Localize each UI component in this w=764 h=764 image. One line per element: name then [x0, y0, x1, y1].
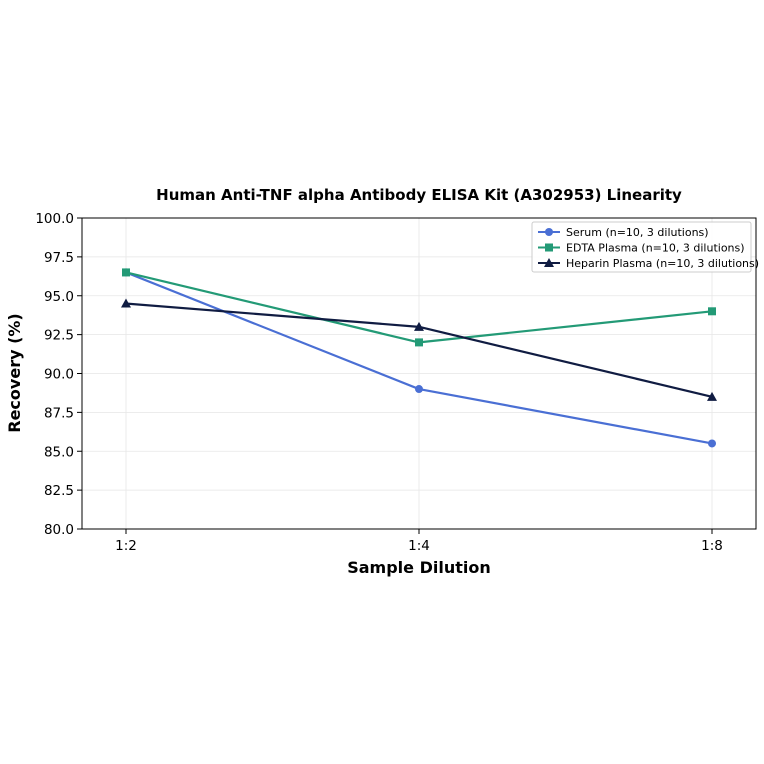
y-tick-label: 97.5 [44, 250, 74, 266]
x-axis-label: Sample Dilution [347, 558, 491, 577]
y-axis-label: Recovery (%) [5, 313, 24, 432]
series-2 [122, 268, 716, 347]
series-layer [121, 268, 717, 448]
data-point [415, 385, 423, 394]
data-point [414, 321, 424, 331]
legend-item: Heparin Plasma (n=10, 3 dilutions) [538, 257, 759, 270]
y-tick-label: 85.0 [44, 444, 74, 460]
y-tick-label: 87.5 [44, 405, 74, 421]
y-tick-label: 95.0 [44, 289, 74, 305]
x-tick-label: 1:2 [115, 538, 137, 554]
y-axis: 80.0 82.5 85.0 87.5 90.0 92.5 95.0 97.5 100.0 [35, 211, 82, 538]
y-tick-label: 92.5 [44, 328, 74, 344]
y-tick-label: 82.5 [44, 483, 74, 499]
chart-title: Human Anti-TNF alpha Antibody ELISA Kit … [156, 186, 682, 204]
legend: Serum (n=10, 3 dilutions) EDTA Plasma (n=… [531, 221, 759, 273]
legend-item: EDTA Plasma (n=10, 3 dilutions) [538, 242, 745, 255]
y-tick-label: 90.0 [44, 367, 74, 383]
y-tick-label: 100.0 [35, 211, 74, 227]
legend-marker [545, 228, 553, 236]
legend-marker [544, 258, 554, 267]
x-tick-label: 1:4 [408, 538, 430, 554]
x-tick-label: 1:8 [701, 538, 723, 554]
series-3 [121, 298, 717, 401]
x-axis: 1:2 1:4 1:8 [115, 529, 723, 554]
data-point [707, 391, 717, 401]
legend-box [531, 221, 752, 273]
legend-item: Serum (n=10, 3 dilutions) [538, 226, 709, 239]
legend-label: Heparin Plasma (n=10, 3 dilutions) [566, 257, 759, 270]
data-point [122, 268, 130, 277]
data-point [415, 338, 423, 347]
data-point [121, 298, 131, 308]
legend-marker [545, 243, 553, 252]
y-tick-label: 80.0 [44, 522, 74, 538]
data-point [708, 307, 716, 316]
data-point [708, 439, 716, 448]
legend-label: Serum (n=10, 3 dilutions) [566, 226, 709, 239]
legend-label: EDTA Plasma (n=10, 3 dilutions) [566, 242, 745, 255]
